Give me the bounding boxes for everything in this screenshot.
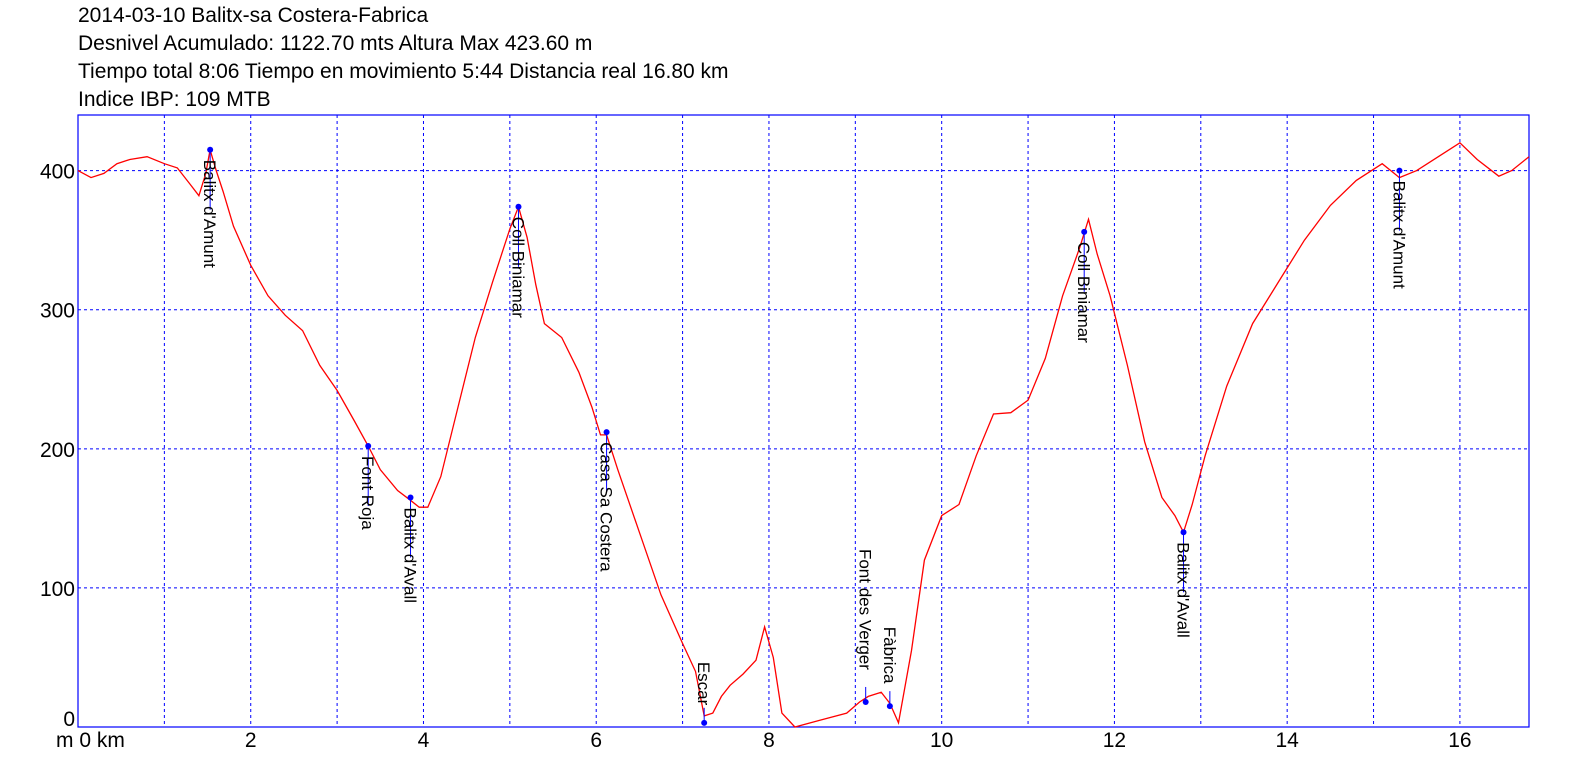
waypoint: Balitx d'Avall [1174, 529, 1193, 638]
x-tick-label: 8 [763, 729, 775, 752]
waypoint-label: Escar [694, 662, 713, 706]
x-tick-label: 10 [930, 729, 953, 752]
y-tick-label: 100 [40, 578, 75, 601]
x-tick-label: 14 [1275, 729, 1299, 752]
axis-tick-labels: 2 4 6 8 10 12 14 16 100 200 300 400 [40, 161, 1472, 752]
waypoint: Casa Sa Costera [597, 429, 616, 572]
waypoint: Escar [694, 662, 713, 726]
waypoint-label: Balitx d'Avall [1174, 542, 1193, 638]
waypoint-label: Coll Biniamar [508, 217, 527, 318]
waypoint-label: Font des Verger [856, 549, 875, 670]
waypoint-markers: Balitx d'Amunt Font Roja Balitx d'Avall Col… [200, 146, 1408, 726]
plot-frame [77, 114, 1530, 728]
waypoint-dot [862, 698, 869, 705]
ibp-index: Indice IBP: 109 MTB [78, 88, 271, 111]
waypoint: Font Roja [358, 443, 377, 530]
waypoint-label: Casa Sa Costera [597, 442, 616, 572]
grid-lines [78, 115, 1529, 727]
waypoint-label: Fàbrica [880, 627, 899, 684]
y-tick-label: 200 [40, 439, 75, 462]
chart-header: 2014-03-10 Balitx-sa Costera-Fabrica Des… [78, 2, 729, 114]
waypoint-dot [1081, 228, 1088, 235]
waypoint: Font des Verger [856, 549, 875, 705]
waypoint: Balitx d'Avall [401, 494, 420, 604]
x-tick-label: 12 [1103, 729, 1126, 752]
x-origin-label: m 0 km [56, 729, 125, 752]
y-origin-label: 0 [63, 708, 75, 731]
waypoint-label: Coll Biniamar [1074, 242, 1093, 343]
waypoint-label: Font Roja [358, 456, 377, 530]
time-distance-summary: Tiempo total 8:06 Tiempo en movimiento 5… [78, 60, 729, 83]
waypoint: Coll Biniamar [1074, 228, 1093, 343]
waypoint-dot [365, 443, 372, 450]
elevation-profile-line [77, 141, 1530, 728]
x-tick-label: 4 [418, 729, 430, 752]
waypoint-dot [1180, 529, 1187, 536]
waypoint: Coll Biniamar [508, 203, 527, 318]
waypoint-dot [701, 719, 708, 726]
y-tick-label: 300 [40, 300, 75, 323]
waypoint-label: Balitx d'Avall [401, 508, 420, 604]
y-tick-label: 400 [40, 161, 75, 184]
waypoint: Balitx d'Amunt [200, 146, 219, 268]
waypoint-dot [515, 203, 522, 210]
waypoint-dot [1396, 167, 1403, 174]
x-tick-label: 6 [590, 729, 602, 752]
waypoint-dot [603, 429, 610, 436]
waypoint-dot [407, 494, 414, 501]
waypoint-dot [886, 703, 893, 710]
waypoint: Balitx d'Amunt [1389, 167, 1408, 289]
x-tick-label: 16 [1448, 729, 1471, 752]
elevation-summary: Desnivel Acumulado: 1122.70 mts Altura M… [78, 32, 593, 55]
chart-title: 2014-03-10 Balitx-sa Costera-Fabrica [78, 4, 429, 27]
waypoint: Fàbrica [880, 627, 899, 710]
waypoint-dot [207, 146, 214, 153]
x-tick-label: 2 [245, 729, 257, 752]
waypoint-label: Balitx d'Amunt [200, 160, 219, 268]
waypoint-label: Balitx d'Amunt [1389, 181, 1408, 289]
